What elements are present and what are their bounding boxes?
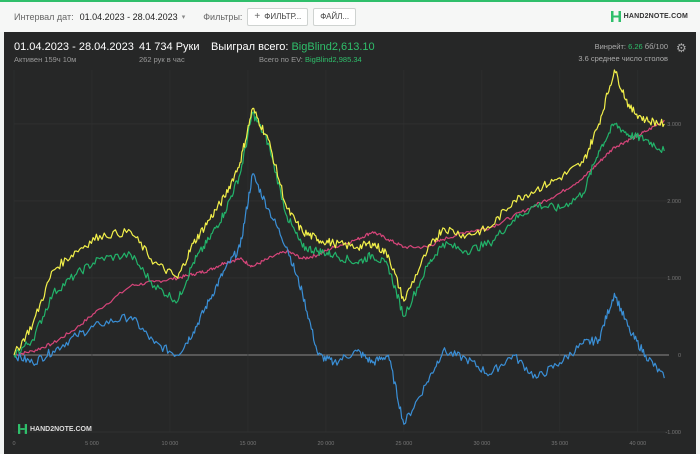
interval-label: Интервал дат: (14, 12, 74, 22)
hands-per-hour-stat: 262 рук в час (139, 55, 185, 64)
profit-chart: 3.000 2.000 1.000 0 -1.000 0 5 000 10 000 15 000… (12, 69, 681, 447)
gear-icon[interactable]: ⚙ (676, 41, 687, 55)
plus-icon: + (254, 11, 261, 22)
won-total-stat: Выиграл всего: BigBlind2,613.10 (211, 41, 375, 53)
ev-value: BigBlind2,985.34 (304, 55, 362, 64)
x-tick-label: 30 000 (473, 441, 490, 447)
filter-button[interactable]: + ФИЛЬТР... (247, 8, 309, 26)
series-line (13, 173, 665, 425)
winrate-stat: Винрейт: 6.26 бб/100 (595, 42, 668, 51)
winrate-unit: бб/100 (644, 42, 668, 51)
series-line (13, 69, 665, 356)
x-tick-label: 40 000 (629, 441, 646, 447)
x-tick-label: 15 000 (240, 441, 257, 447)
hand2note-logo-icon (610, 11, 621, 22)
graph-panel: 3.000 2.000 1.000 0 -1.000 0 5 000 10 000 15 000… (4, 32, 696, 454)
x-tick-label: 10 000 (162, 441, 179, 447)
ev-total-stat: Всего по EV: BigBlind2,985.34 (259, 55, 362, 64)
x-tick-label: 20 000 (317, 441, 334, 447)
x-tick-label: 5 000 (85, 441, 99, 447)
y-tick-label: -1.000 (665, 430, 681, 436)
series-line (13, 111, 665, 358)
hands-stat: 41 734 Руки (139, 41, 200, 53)
file-button[interactable]: ФАЙЛ... (313, 8, 357, 26)
brand-text: HAND2NOTE.COM (623, 13, 688, 20)
x-tick-label: 0 (12, 441, 15, 447)
period-stat: 01.04.2023 - 28.04.2023 (14, 41, 134, 53)
won-value: BigBlind2,613.10 (291, 41, 375, 53)
winrate-label: Винрейт: (594, 42, 626, 51)
active-time-stat: Активен 159ч 10м (14, 55, 77, 64)
ev-label: Всего по EV: (259, 55, 303, 64)
tables-stat: 3.6 среднее число столов (578, 54, 668, 63)
y-tick-label: 0 (678, 353, 681, 359)
chevron-down-icon: ▾ (181, 14, 186, 21)
date-range-value: 01.04.2023 - 28.04.2023 (79, 12, 178, 22)
file-button-label: ФАЙЛ... (320, 12, 350, 21)
y-tick-label: 2.000 (667, 199, 681, 205)
watermark: HAND2NOTE.COM (18, 424, 92, 434)
y-tick-label: 1.000 (667, 276, 681, 282)
won-label: Выиграл всего: (211, 41, 289, 53)
toolbar: Интервал дат: 01.04.2023 - 28.04.2023 ▾ … (0, 0, 700, 32)
date-range-select[interactable]: 01.04.2023 - 28.04.2023 ▾ (80, 12, 186, 22)
filter-button-label: ФИЛЬТР... (264, 12, 302, 21)
watermark-text: HAND2NOTE.COM (30, 425, 92, 433)
brand-logo: HAND2NOTE.COM (610, 11, 688, 22)
x-tick-label: 25 000 (395, 441, 412, 447)
x-tick-label: 35 000 (551, 441, 568, 447)
series-line (13, 119, 665, 357)
hand2note-watermark-icon (18, 424, 27, 434)
filters-label: Фильтры: (203, 12, 243, 22)
winrate-value: 6.26 (628, 42, 643, 51)
y-tick-label: 3.000 (667, 122, 681, 128)
